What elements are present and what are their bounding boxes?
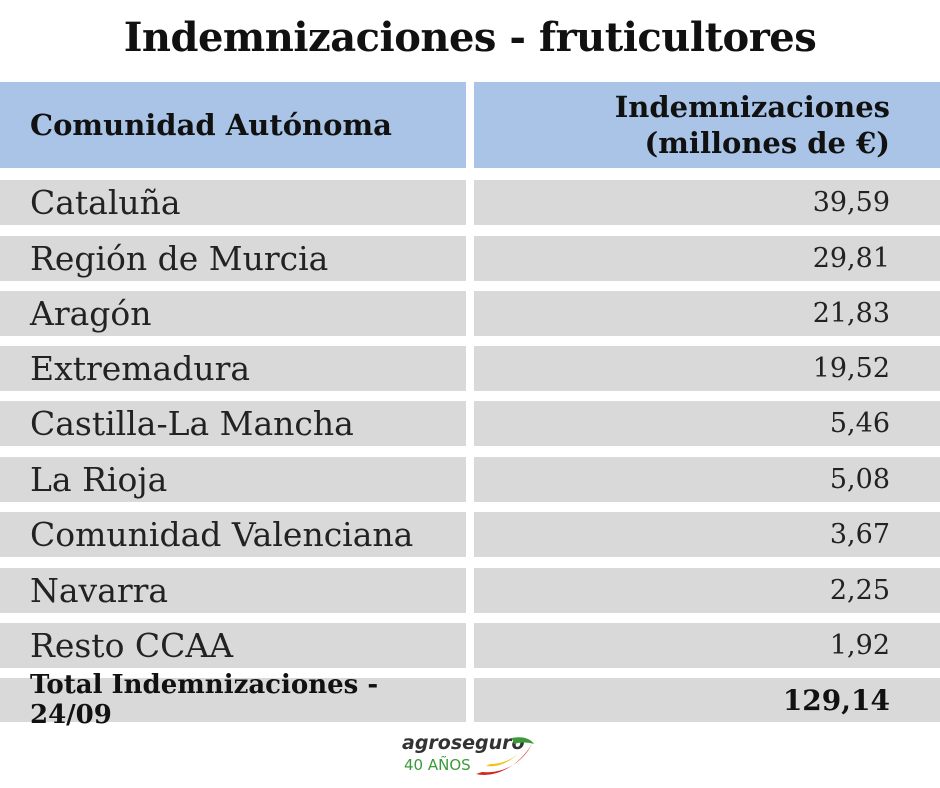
logo-swoosh-icon xyxy=(476,737,534,775)
indemnity-value: 3,67 xyxy=(829,519,890,550)
logo-tagline: 40 AÑOS xyxy=(404,756,471,774)
table-row-region: Comunidad Valenciana xyxy=(0,512,466,557)
table-row-region: Aragón xyxy=(0,291,466,336)
indemnity-value: 39,59 xyxy=(812,187,890,218)
header-value-line2: (millones de €) xyxy=(644,126,890,160)
total-value-cell: 129,14 xyxy=(474,678,940,722)
table-row-value: 5,08 xyxy=(474,457,940,502)
total-value: 129,14 xyxy=(782,683,890,717)
region-name: La Rioja xyxy=(30,460,168,499)
table-row-region: Extremadura xyxy=(0,346,466,391)
table-row-region: Navarra xyxy=(0,568,466,613)
total-label: Total Indemnizaciones - 24/09 xyxy=(30,670,379,730)
header-region: Comunidad Autónoma xyxy=(0,82,466,168)
indemnity-value: 1,92 xyxy=(829,630,890,661)
table-row-region: Castilla-La Mancha xyxy=(0,401,466,446)
region-name: Resto CCAA xyxy=(30,626,234,665)
region-name: Navarra xyxy=(30,571,169,610)
table-row-value: 29,81 xyxy=(474,236,940,281)
indemnity-value: 5,08 xyxy=(829,464,890,495)
region-name: Castilla-La Mancha xyxy=(30,404,354,443)
table-row-value: 21,83 xyxy=(474,291,940,336)
table-row-value: 1,92 xyxy=(474,623,940,668)
header-value: Indemnizaciones (millones de €) xyxy=(474,82,940,168)
total-label-cell: Total Indemnizaciones - 24/09 xyxy=(0,670,466,730)
region-name: Comunidad Valenciana xyxy=(30,515,414,554)
table-row-region: Cataluña xyxy=(0,180,466,225)
indemnity-value: 5,46 xyxy=(829,408,890,439)
table-row-region: Región de Murcia xyxy=(0,236,466,281)
table-row-value: 3,67 xyxy=(474,512,940,557)
page-title: Indemnizaciones - fruticultores xyxy=(123,14,817,61)
logo-brand: agroseguro xyxy=(402,732,525,754)
indemnity-value: 29,81 xyxy=(812,243,890,274)
region-name: Región de Murcia xyxy=(30,239,329,278)
agroseguro-logo: agroseguro 40 AÑOS xyxy=(402,732,542,780)
region-name: Extremadura xyxy=(30,349,251,388)
table-row-value: 5,46 xyxy=(474,401,940,446)
region-name: Aragón xyxy=(30,294,152,333)
table-row-value: 39,59 xyxy=(474,180,940,225)
header-value-line1: Indemnizaciones xyxy=(614,90,890,124)
indemnity-value: 2,25 xyxy=(829,575,890,606)
indemnity-value: 19,52 xyxy=(812,353,890,384)
table-row-value: 19,52 xyxy=(474,346,940,391)
table-row-region: La Rioja xyxy=(0,457,466,502)
table-row-value: 2,25 xyxy=(474,568,940,613)
indemnity-value: 21,83 xyxy=(812,298,890,329)
region-name: Cataluña xyxy=(30,183,181,222)
table-row-region: Resto CCAA xyxy=(0,623,466,668)
header-region-label: Comunidad Autónoma xyxy=(30,108,392,142)
